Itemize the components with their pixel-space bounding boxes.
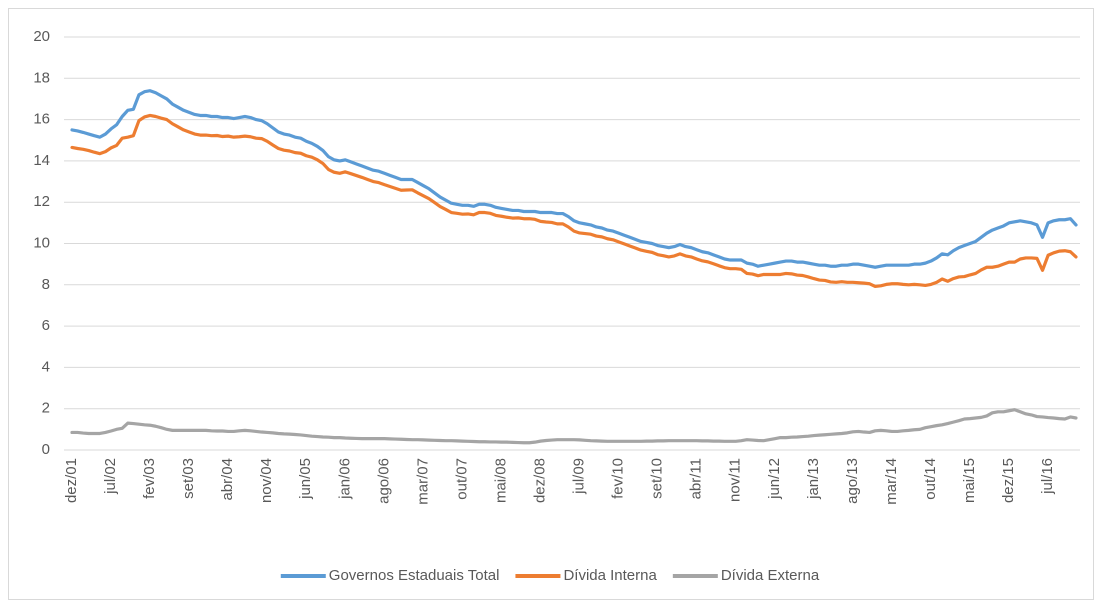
- x-tick-label: jul/16: [1039, 458, 1056, 495]
- x-tick-label: out/07: [453, 458, 470, 500]
- x-tick-label: out/14: [922, 458, 939, 500]
- x-tick-label: dez/01: [63, 458, 80, 503]
- y-tick-label: 0: [42, 441, 50, 458]
- legend-label: Governos Estaduais Total: [329, 567, 500, 584]
- x-tick-label: jun/12: [766, 458, 783, 500]
- y-tick-label: 20: [33, 28, 50, 45]
- y-tick-label: 18: [33, 69, 50, 86]
- series-line: [70, 113, 1078, 289]
- y-tick-label: 2: [42, 400, 50, 417]
- x-tick-label: ago/06: [375, 458, 392, 504]
- x-tick-label: mar/14: [883, 458, 900, 505]
- x-tick-label: jan/06: [336, 458, 353, 500]
- x-tick-label: dez/15: [1000, 458, 1017, 503]
- x-tick-label: mar/07: [414, 458, 431, 505]
- series-line: [70, 408, 1078, 445]
- x-tick-label: nov/11: [727, 458, 744, 502]
- x-tick-label: abr/11: [688, 458, 705, 499]
- x-tick-label: set/10: [649, 458, 666, 499]
- x-tick-label: jul/02: [102, 458, 119, 495]
- x-tick-label: nov/04: [258, 458, 275, 503]
- x-tick-label: fev/10: [610, 458, 627, 499]
- x-tick-label: ago/13: [844, 458, 861, 504]
- series-line: [70, 89, 1078, 269]
- y-tick-label: 4: [42, 358, 50, 375]
- x-tick-label: fev/03: [141, 458, 158, 499]
- x-tick-label: mai/15: [961, 458, 978, 503]
- y-tick-label: 16: [33, 111, 50, 128]
- x-tick-label: dez/08: [532, 458, 549, 503]
- x-tick-label: jun/05: [297, 458, 314, 500]
- y-tick-label: 12: [33, 193, 50, 210]
- x-tick-label: jul/09: [571, 458, 588, 495]
- chart-frame: [8, 8, 1094, 600]
- x-tick-label: mai/08: [492, 458, 509, 503]
- x-tick-label: jan/13: [805, 458, 822, 500]
- x-tick-label: set/03: [180, 458, 197, 499]
- y-tick-label: 6: [42, 317, 50, 334]
- legend-label: Dívida Externa: [721, 567, 820, 584]
- y-tick-label: 14: [33, 152, 50, 169]
- y-tick-label: 8: [42, 276, 50, 293]
- legend-label: Dívida Interna: [563, 567, 657, 584]
- y-tick-label: 10: [33, 234, 50, 251]
- x-tick-label: abr/04: [219, 458, 236, 501]
